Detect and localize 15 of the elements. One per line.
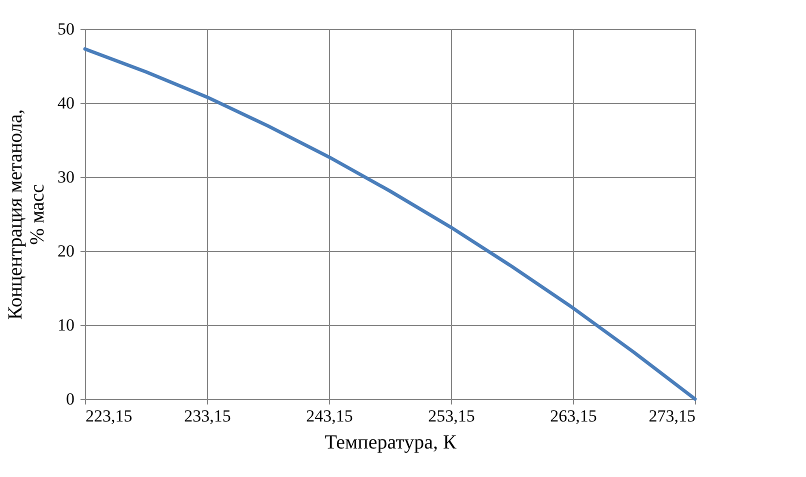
y-tick-label: 30: [58, 168, 74, 186]
x-tick-label: 263,15: [550, 406, 597, 426]
y-tick-label: 10: [58, 316, 74, 334]
y-axis-title: Концентрация метанола, % масс: [4, 109, 48, 320]
y-tick-label: 20: [58, 242, 74, 260]
line-series: [83, 47, 697, 401]
x-tick-label: 223,15: [86, 406, 132, 426]
x-tick-label: 243,15: [306, 406, 353, 426]
y-tick-label: 0: [66, 390, 74, 408]
y-tick-label: 40: [58, 94, 74, 112]
x-axis-title: Температура, К: [324, 432, 457, 454]
x-tick-label: 273,15: [648, 406, 696, 426]
x-tick-label: 233,15: [184, 406, 231, 426]
y-tick-label: 50: [58, 20, 74, 38]
x-tick-label: 253,15: [428, 406, 475, 426]
